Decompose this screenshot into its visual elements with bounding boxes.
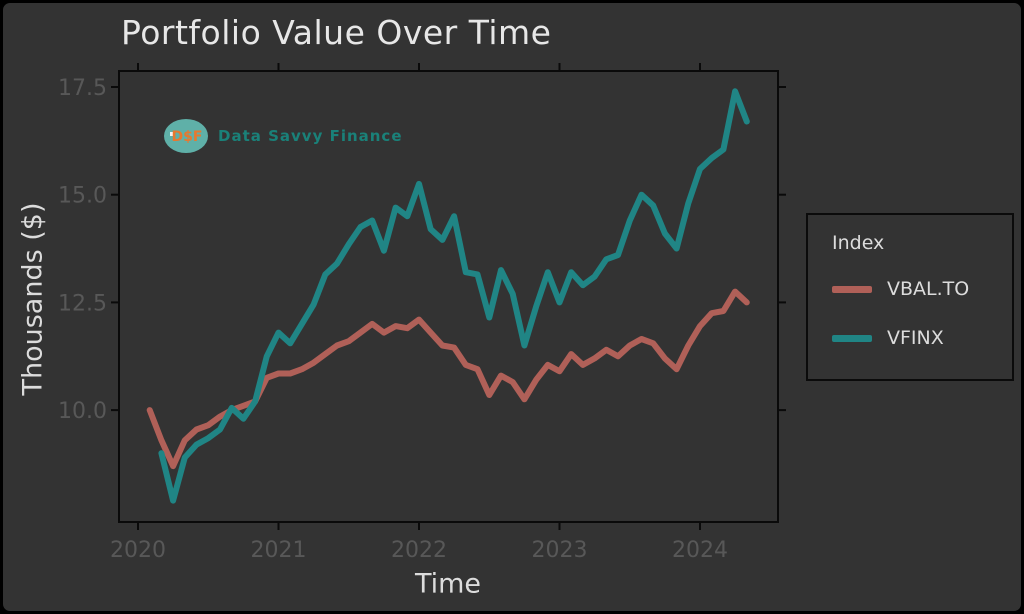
x-tick-label: 2021 — [251, 538, 307, 563]
legend-swatch-vbal — [832, 285, 872, 293]
y-axis-label: Thousands ($) — [17, 202, 49, 396]
y-tick-label: 10.0 — [58, 399, 107, 424]
legend: Index VBAL.TO VFINX — [806, 213, 1014, 381]
x-tick-label: 2022 — [391, 538, 447, 563]
legend-swatch-vfinx — [832, 334, 872, 342]
watermark: D$F Data Savvy Finance — [163, 117, 403, 155]
vfinx-line — [158, 88, 750, 504]
x-axis-label: Time — [414, 568, 482, 600]
logo-text: D$F — [172, 129, 203, 145]
legend-title: Index — [832, 232, 885, 254]
x-tick-label: 2020 — [110, 538, 166, 563]
y-tick-label: 17.5 — [58, 76, 107, 101]
plot-spines — [118, 70, 779, 523]
y-tick-label: 15.0 — [58, 184, 107, 209]
legend-label-vfinx: VFINX — [887, 327, 944, 349]
x-tick-label: 2023 — [532, 538, 588, 563]
plot-canvas: 2020 2021 2022 2023 2024 10.0 12.5 15.0 17.5 — [58, 63, 786, 563]
legend-item-vfinx: VFINX — [832, 327, 1012, 349]
legend-label-vbal: VBAL.TO — [887, 278, 970, 300]
vbal-to-line — [146, 288, 750, 470]
legend-item-vbal: VBAL.TO — [832, 278, 1012, 300]
y-tick-label: 12.5 — [58, 291, 107, 316]
watermark-brand-text: Data Savvy Finance — [218, 127, 403, 145]
dsf-logo-icon: D$F — [164, 119, 208, 153]
x-tick-label: 2024 — [672, 538, 728, 563]
chart-title: Portfolio Value Over Time — [121, 13, 552, 52]
